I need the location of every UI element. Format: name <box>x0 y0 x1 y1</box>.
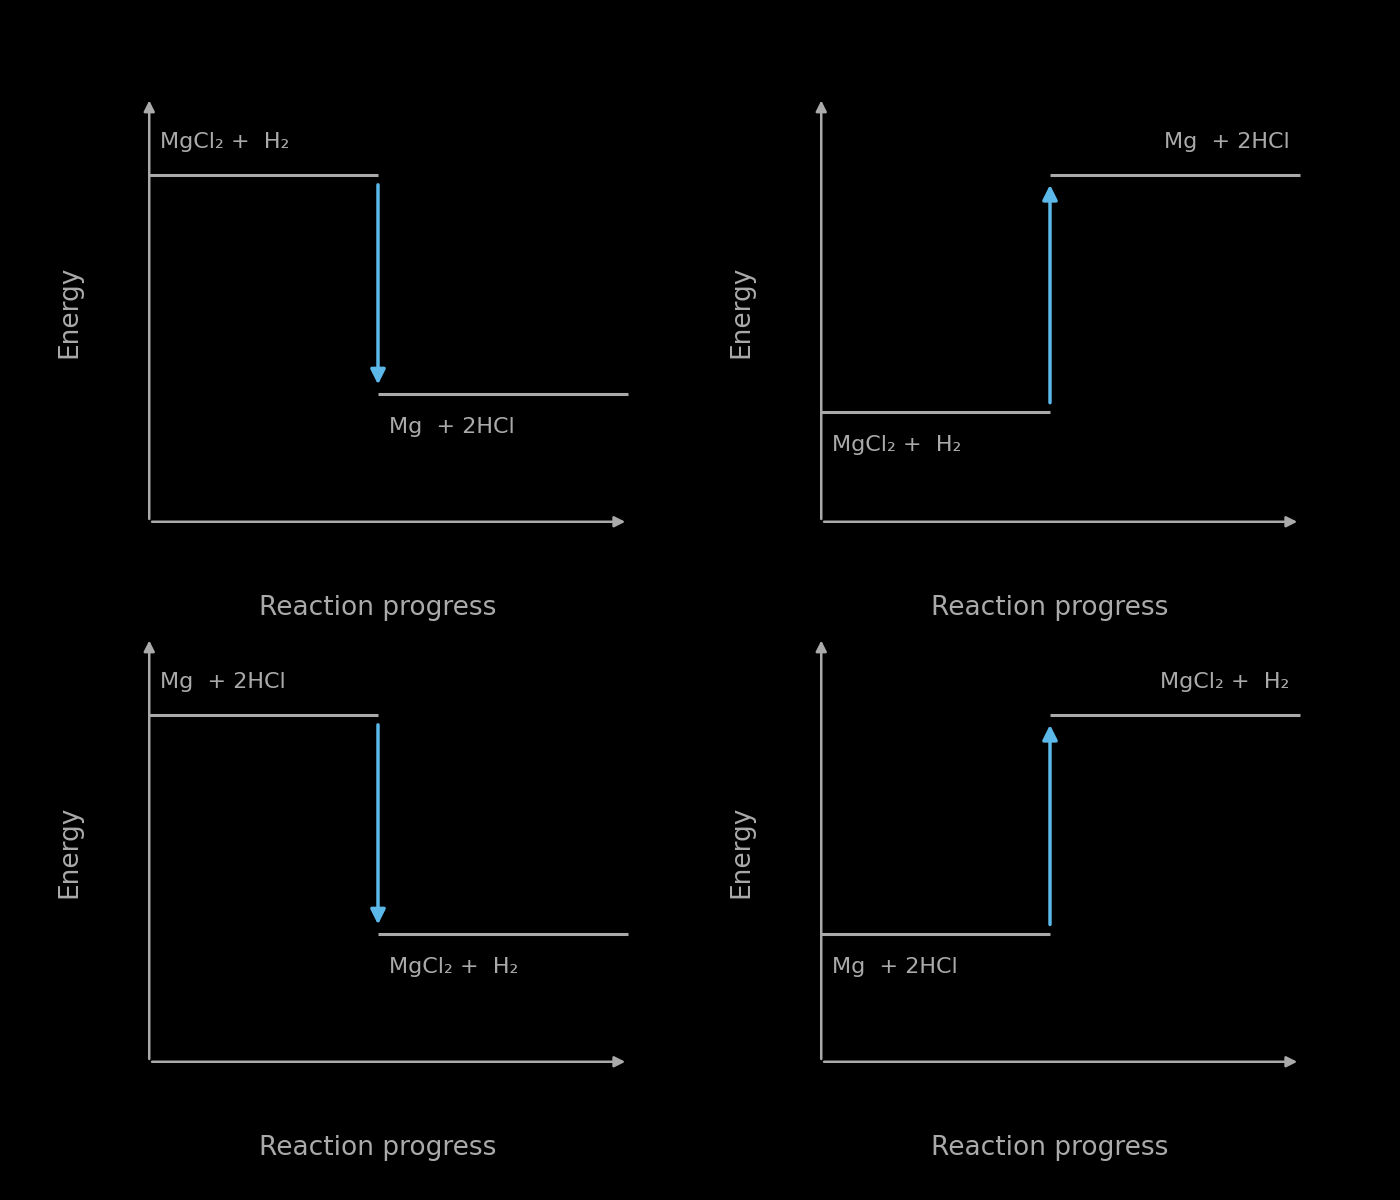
Text: MgCl₂ +  H₂: MgCl₂ + H₂ <box>160 132 290 152</box>
Text: Energy: Energy <box>728 266 755 358</box>
Text: Mg  + 2HCl: Mg + 2HCl <box>1163 132 1289 152</box>
Text: MgCl₂ +  H₂: MgCl₂ + H₂ <box>1161 672 1289 692</box>
Text: MgCl₂ +  H₂: MgCl₂ + H₂ <box>832 436 962 455</box>
Text: Mg  + 2HCl: Mg + 2HCl <box>832 956 958 977</box>
Text: Mg  + 2HCl: Mg + 2HCl <box>389 416 514 437</box>
Text: Mg  + 2HCl: Mg + 2HCl <box>160 672 286 692</box>
Text: Reaction progress: Reaction progress <box>931 595 1169 620</box>
Text: Energy: Energy <box>728 806 755 898</box>
Text: Energy: Energy <box>56 266 83 358</box>
Text: Reaction progress: Reaction progress <box>259 1135 497 1160</box>
Text: Reaction progress: Reaction progress <box>931 1135 1169 1160</box>
Text: Energy: Energy <box>56 806 83 898</box>
Text: Reaction progress: Reaction progress <box>259 595 497 620</box>
Text: MgCl₂ +  H₂: MgCl₂ + H₂ <box>389 956 518 977</box>
